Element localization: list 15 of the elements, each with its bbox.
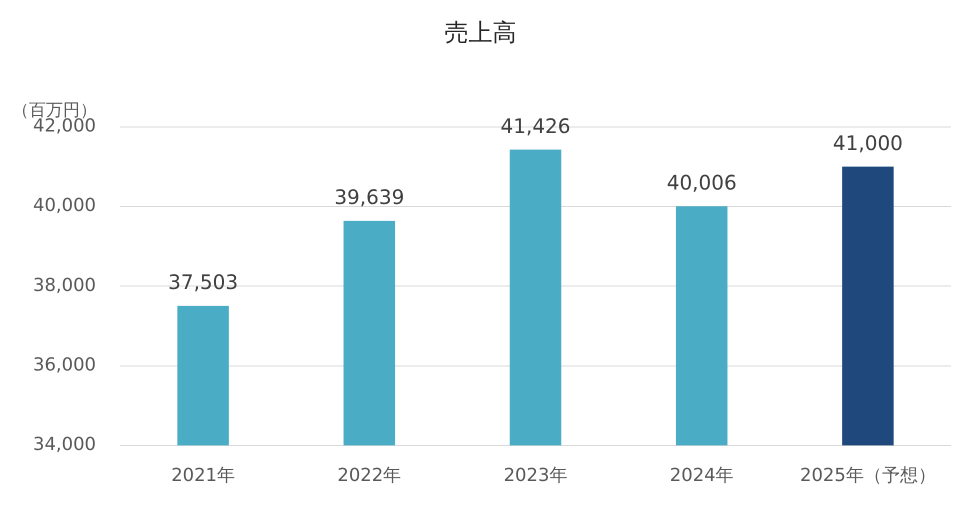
- y-tick-label: 40,000: [33, 195, 96, 216]
- data-label: 41,000: [832, 130, 903, 155]
- data-label: 39,639: [334, 185, 404, 210]
- chart-title: 売上高: [444, 18, 516, 47]
- x-tick-label: 2025年（予想）: [800, 464, 936, 486]
- x-tick-label: 2022年: [337, 464, 402, 486]
- x-tick-label: 2024年: [670, 464, 734, 486]
- y-tick-label: 36,000: [33, 354, 96, 376]
- y-tick-label: 38,000: [33, 274, 96, 296]
- x-tick-label: 2021年: [171, 464, 236, 486]
- y-tick-label: 34,000: [33, 434, 96, 456]
- x-tick-label: 2023年: [504, 464, 568, 486]
- data-label: 37,503: [168, 270, 238, 294]
- data-label: 41,426: [500, 114, 570, 138]
- data-label: 40,006: [666, 170, 737, 194]
